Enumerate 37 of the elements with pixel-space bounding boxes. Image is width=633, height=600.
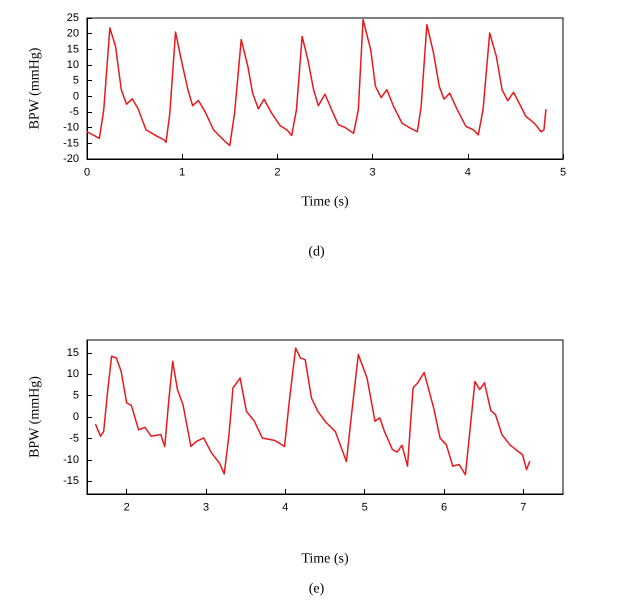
- x-tick-label: 5: [560, 166, 566, 178]
- y-tick-label: -10: [63, 122, 79, 134]
- y-tick-label: 10: [66, 59, 79, 71]
- x-axis-title: Time (s): [301, 552, 349, 566]
- y-tick-label: -5: [69, 432, 79, 444]
- y-tick-label: 15: [66, 346, 79, 359]
- x-tick-label: 4: [282, 502, 288, 514]
- x-tick-label: 2: [124, 502, 130, 514]
- x-tick-label: 3: [202, 502, 210, 514]
- x-tick-label: 2: [274, 166, 280, 178]
- x-tick-label: 3: [370, 166, 376, 178]
- y-tick-label: 20: [66, 28, 79, 40]
- y-tick-label: 25: [66, 12, 79, 24]
- y-axis-title: BPW (mmHg): [28, 47, 42, 130]
- x-tick-label: 4: [464, 166, 471, 178]
- x-tick-label: 7: [520, 502, 526, 514]
- line-series: [94, 347, 530, 476]
- x-axis-title: Time (s): [301, 194, 349, 210]
- line-series: [86, 18, 547, 146]
- y-tick-label: -10: [63, 454, 79, 466]
- y-tick-label: 5: [72, 390, 79, 402]
- x-tick-label: 5: [362, 502, 368, 514]
- x-tick-label: 6: [440, 502, 448, 514]
- x-tick-label: 0: [84, 166, 90, 178]
- y-tick-label: -15: [63, 475, 79, 488]
- x-tick-label: 1: [179, 166, 186, 178]
- y-tick-label: 0: [72, 411, 79, 423]
- text: (d): [308, 244, 325, 260]
- y-tick-label: -15: [63, 137, 79, 150]
- y-tick-label: 5: [72, 74, 79, 87]
- y-tick-label: -20: [63, 153, 79, 165]
- y-axis-title: BPW (mmHg): [28, 376, 42, 458]
- text: (e): [308, 582, 325, 596]
- y-tick-label: 0: [72, 90, 79, 102]
- y-tick-label: -5: [69, 106, 79, 118]
- y-tick-label: 10: [66, 368, 79, 380]
- y-tick-label: 15: [66, 43, 79, 56]
